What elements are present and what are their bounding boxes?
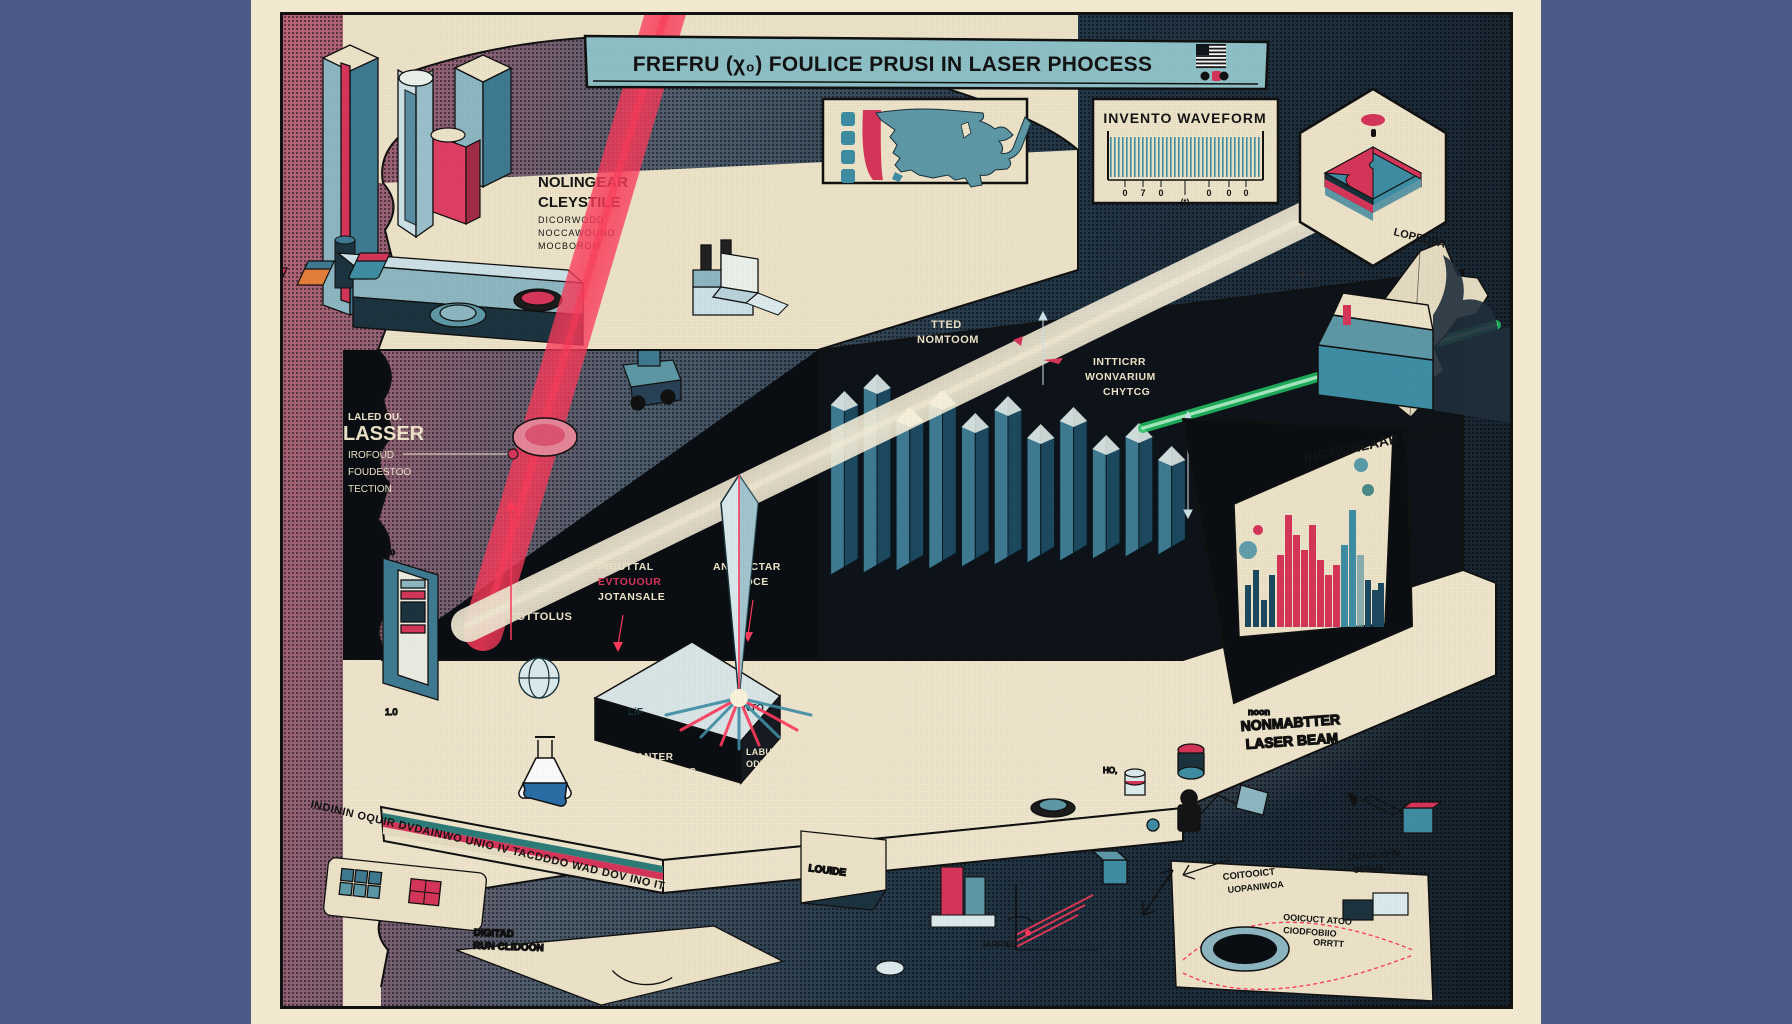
svg-text:COTTOLUS: COTTOLUS [508, 611, 572, 623]
svg-text:DIGITAD: DIGITAD [473, 928, 514, 940]
svg-text:HION LLEGEES: HION LLEGEES [616, 767, 696, 778]
svg-text:TTED: TTED [931, 319, 962, 331]
svg-text:0: 0 [1226, 188, 1231, 198]
svg-text:TECTION: TECTION [348, 484, 392, 495]
svg-text:IROFOUD: IROFOUD [348, 450, 394, 461]
svg-text:0: 0 [1206, 188, 1211, 198]
svg-text:INTTICRR: INTTICRR [1093, 356, 1146, 368]
svg-text:HO,: HO, [1103, 766, 1117, 775]
svg-text:0: 0 [1122, 188, 1127, 198]
svg-text:EVTOUOUR: EVTOUOUR [598, 576, 661, 588]
svg-text:LANVANTER: LANVANTER [608, 752, 674, 763]
svg-text:NOMTOOM: NOMTOOM [917, 334, 979, 346]
svg-text:1.0: 1.0 [385, 707, 398, 717]
svg-text:LiF: LiF [628, 707, 643, 718]
svg-text:LASSER: LASSER [343, 423, 425, 445]
svg-text:WONVARIUM: WONVARIUM [1085, 371, 1156, 383]
svg-text:(t): (t) [1181, 197, 1190, 207]
svg-text:1o: 1o [385, 547, 395, 557]
svg-text:OUTOLIO IN: OUTOLIO IN [1347, 848, 1400, 862]
svg-text:FOUDESTOO: FOUDESTOO [348, 467, 411, 478]
svg-text:CHYTCG: CHYTCG [1103, 386, 1150, 398]
svg-text:ODWCEY: ODWCEY [746, 759, 788, 769]
svg-text:JOTANSALE: JOTANSALE [598, 591, 665, 603]
svg-text:IARRIEL: IARRIEL [983, 939, 1017, 949]
svg-text:INVENTO WAVEFORM: INVENTO WAVEFORM [1103, 110, 1266, 126]
svg-text:LABUYSJAR: LABUYSJAR [746, 747, 804, 757]
svg-text:LALED OU.: LALED OU. [348, 412, 402, 423]
svg-text:7: 7 [1140, 188, 1145, 198]
svg-text:PIGUTTAL: PIGUTTAL [598, 561, 654, 573]
svg-text:0: 0 [1243, 188, 1248, 198]
svg-text:0: 0 [1158, 188, 1163, 198]
